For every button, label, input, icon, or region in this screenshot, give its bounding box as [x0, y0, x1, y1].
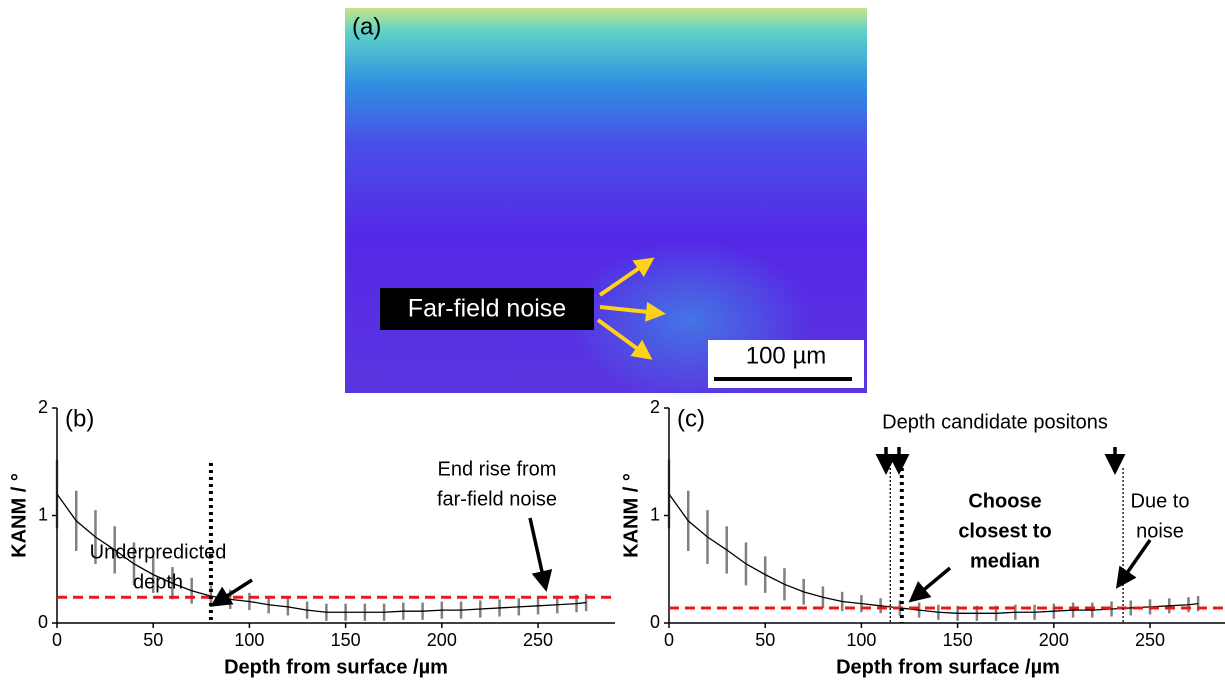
y-axis-title: KANM / ° — [620, 473, 642, 558]
annotation: Due to — [1131, 490, 1190, 512]
data-line — [56, 493, 587, 613]
y-tick-label: 1 — [38, 504, 48, 524]
panel-label: (a) — [352, 13, 381, 40]
y-axis-title: KANM / ° — [8, 473, 30, 558]
annotation: far-field noise — [437, 488, 557, 510]
panel-label: (c) — [677, 405, 705, 432]
y-tick-label: 0 — [650, 612, 660, 632]
arrows — [596, 257, 666, 360]
x-tick-label: 0 — [664, 630, 674, 650]
x-tick-label: 0 — [52, 630, 62, 650]
arrow — [908, 566, 952, 603]
y-tick-label: 0 — [38, 612, 48, 632]
data-line — [668, 493, 1199, 614]
panel-label: (b) — [65, 405, 94, 432]
y-tick-label: 2 — [650, 397, 660, 417]
arrow — [210, 578, 253, 607]
x-tick-label: 50 — [755, 630, 775, 650]
x-tick-label: 100 — [846, 630, 876, 650]
annotation-box — [380, 288, 594, 330]
arrow — [528, 517, 553, 592]
x-tick-label: 150 — [943, 630, 973, 650]
arrow — [598, 257, 655, 297]
annotation: End rise from — [438, 458, 557, 480]
annotation: median — [970, 550, 1040, 572]
annotation: depth — [133, 571, 183, 593]
x-axis-title: Depth from surface /µm — [836, 656, 1060, 678]
panel-a: (a) Far-field noise 100 µm — [345, 8, 867, 400]
x-tick-label: 200 — [427, 630, 457, 650]
annotation: noise — [1136, 520, 1184, 542]
scale-bar-label: 100 µm — [746, 342, 827, 369]
x-tick-label: 250 — [523, 630, 553, 650]
annotation: Choose — [968, 490, 1041, 512]
x-tick-label: 150 — [331, 630, 361, 650]
arrow — [599, 301, 666, 322]
arrow — [596, 318, 653, 360]
x-axis-title: Depth from surface /µm — [224, 656, 448, 678]
x-tick-label: 200 — [1039, 630, 1069, 650]
arrow — [1115, 538, 1152, 589]
x-tick-label: 50 — [143, 630, 163, 650]
y-tick-label: 2 — [38, 397, 48, 417]
y-tick-label: 1 — [650, 504, 660, 524]
annotation: Depth candidate positons — [882, 411, 1108, 433]
annotation: Far-field noise — [408, 295, 566, 323]
chart: (c) KANM / ° Depth from surface /µm 0 1 2 0 50 1… — [620, 397, 1225, 678]
annotation: Underpredicted — [90, 541, 227, 563]
chart: (b) KANM / ° Depth from surface /µm 0 1 2 0 50 1… — [8, 397, 617, 678]
annotation: closest to — [958, 520, 1051, 542]
x-tick-label: 100 — [234, 630, 264, 650]
x-tick-label: 250 — [1135, 630, 1165, 650]
